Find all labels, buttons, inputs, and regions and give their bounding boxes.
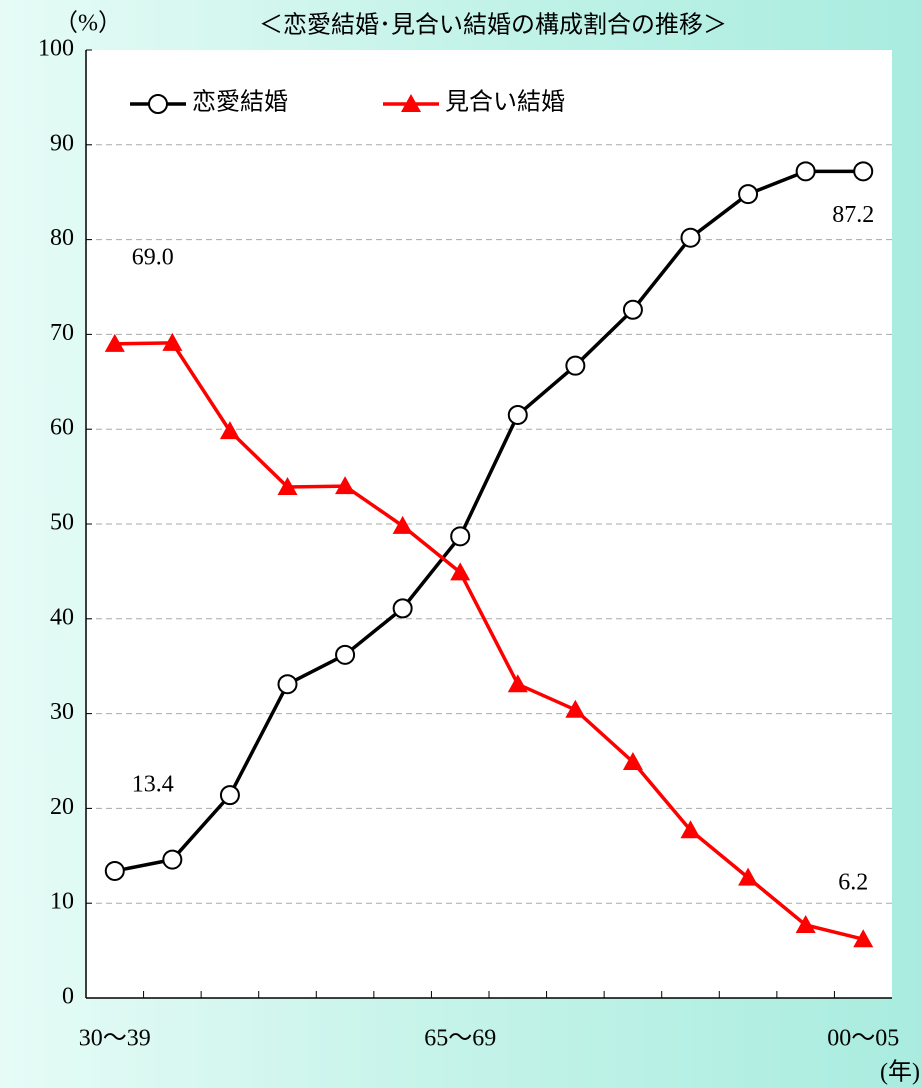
legend-label: 見合い結婚 <box>445 89 565 116</box>
marker <box>622 751 643 770</box>
series-line <box>114 341 864 941</box>
marker <box>680 227 701 248</box>
marker <box>392 598 413 619</box>
x-tick-label: 65～69 <box>424 1026 496 1052</box>
y-tick-label: 40 <box>50 604 74 630</box>
y-tick-label: 10 <box>50 889 74 915</box>
data-label: 69.0 <box>132 244 174 270</box>
marker <box>507 674 528 693</box>
y-tick-label: 90 <box>50 130 74 156</box>
marker <box>565 699 586 718</box>
x-tick-label: 30～39 <box>79 1026 151 1052</box>
marker <box>104 860 125 881</box>
marker <box>738 867 759 886</box>
marker <box>795 161 816 182</box>
legend-label: 恋愛結婚 <box>192 89 288 116</box>
y-tick-label: 70 <box>50 320 74 346</box>
y-tick-label: 50 <box>50 510 74 536</box>
y-tick-label: 30 <box>50 699 74 725</box>
marker <box>738 184 759 205</box>
x-tick-label: 00～05 <box>827 1026 899 1052</box>
marker <box>565 355 586 376</box>
marker <box>104 333 125 352</box>
y-axis-label: （%） <box>54 11 122 37</box>
y-tick-label: 0 <box>62 984 74 1010</box>
y-tick-label: 80 <box>50 225 74 251</box>
legend-marker <box>401 94 421 112</box>
y-tick-label: 60 <box>50 415 74 441</box>
marker <box>853 929 874 948</box>
marker <box>219 421 240 440</box>
marker <box>277 477 298 496</box>
marker <box>335 476 356 495</box>
marker <box>162 332 183 351</box>
marker <box>277 674 298 695</box>
data-label: 13.4 <box>132 771 174 797</box>
marker <box>622 299 643 320</box>
y-tick-label: 20 <box>50 794 74 820</box>
marker <box>853 161 874 182</box>
marker <box>450 526 471 547</box>
marker <box>680 820 701 839</box>
y-tick-label: 100 <box>38 36 74 62</box>
data-label: 87.2 <box>832 202 874 228</box>
series-line <box>114 169 864 873</box>
marker <box>392 515 413 534</box>
marker <box>335 644 356 665</box>
marker <box>219 785 240 806</box>
data-label: 6.2 <box>838 870 868 896</box>
chart-title: ＜恋愛結婚･見合い結婚の構成割合の推移＞ <box>259 12 727 39</box>
legend-marker <box>148 94 168 114</box>
x-axis-label: (年) <box>880 1059 920 1086</box>
marker <box>450 562 471 581</box>
marker <box>507 404 528 425</box>
marker <box>162 849 183 870</box>
marker <box>795 915 816 934</box>
